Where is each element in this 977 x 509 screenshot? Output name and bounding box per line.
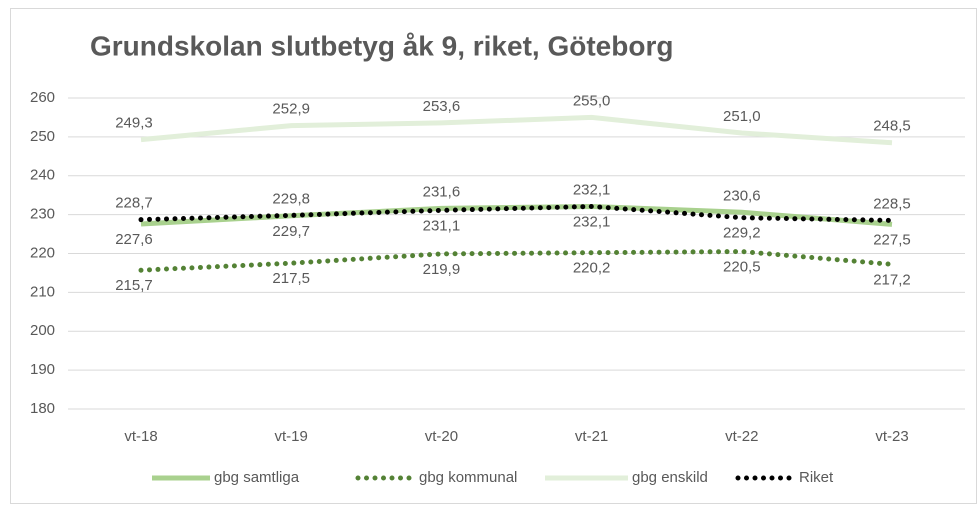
data-label: 252,9 <box>272 101 310 118</box>
series-line <box>138 203 895 223</box>
data-label: 248,5 <box>873 118 911 135</box>
legend-label: Riket <box>799 469 834 486</box>
x-tick-label: vt-23 <box>875 428 908 445</box>
y-tick-label: 230 <box>30 206 55 223</box>
legend-label: gbg samtliga <box>214 469 300 486</box>
data-label: 231,6 <box>423 183 461 200</box>
data-label: 227,5 <box>873 231 911 248</box>
data-label: 219,9 <box>423 261 461 278</box>
y-tick-label: 220 <box>30 244 55 261</box>
chart-title: Grundskolan slutbetyg åk 9, riket, Göteb… <box>90 30 673 61</box>
data-label: 229,8 <box>272 190 310 207</box>
y-tick-label: 240 <box>30 167 55 184</box>
y-tick-label: 210 <box>30 283 55 300</box>
data-label: 230,6 <box>723 187 761 204</box>
data-label: 220,5 <box>723 259 761 276</box>
y-tick-label: 200 <box>30 322 55 339</box>
legend-label: gbg enskild <box>632 469 708 486</box>
x-tick-label: vt-19 <box>275 428 308 445</box>
data-label: 217,5 <box>272 270 310 287</box>
data-label: 255,0 <box>573 92 611 109</box>
x-tick-label: vt-22 <box>725 428 758 445</box>
legend-label: gbg kommunal <box>419 469 517 486</box>
y-tick-label: 250 <box>30 128 55 145</box>
data-label: 231,1 <box>423 217 461 234</box>
data-label: 249,3 <box>115 115 153 132</box>
y-tick-label: 190 <box>30 361 55 378</box>
data-label: 232,1 <box>573 181 611 198</box>
x-tick-label: vt-20 <box>425 428 458 445</box>
series-line <box>140 114 893 146</box>
data-label: 229,2 <box>723 225 761 242</box>
data-label: 232,1 <box>573 213 611 230</box>
data-label: 251,0 <box>723 108 761 125</box>
y-tick-label: 180 <box>30 400 55 417</box>
data-label: 220,2 <box>573 260 611 277</box>
data-label: 215,7 <box>115 277 153 294</box>
data-label: 227,6 <box>115 231 153 248</box>
data-label: 228,7 <box>115 195 153 212</box>
x-tick-label: vt-18 <box>124 428 157 445</box>
data-label: 253,6 <box>423 98 461 115</box>
chart-frame <box>10 8 977 504</box>
y-tick-label: 260 <box>30 89 55 106</box>
series-line <box>138 249 895 273</box>
x-tick-label: vt-21 <box>575 428 608 445</box>
data-label: 229,7 <box>272 223 310 240</box>
data-label: 217,2 <box>873 271 911 288</box>
data-label: 228,5 <box>873 195 911 212</box>
